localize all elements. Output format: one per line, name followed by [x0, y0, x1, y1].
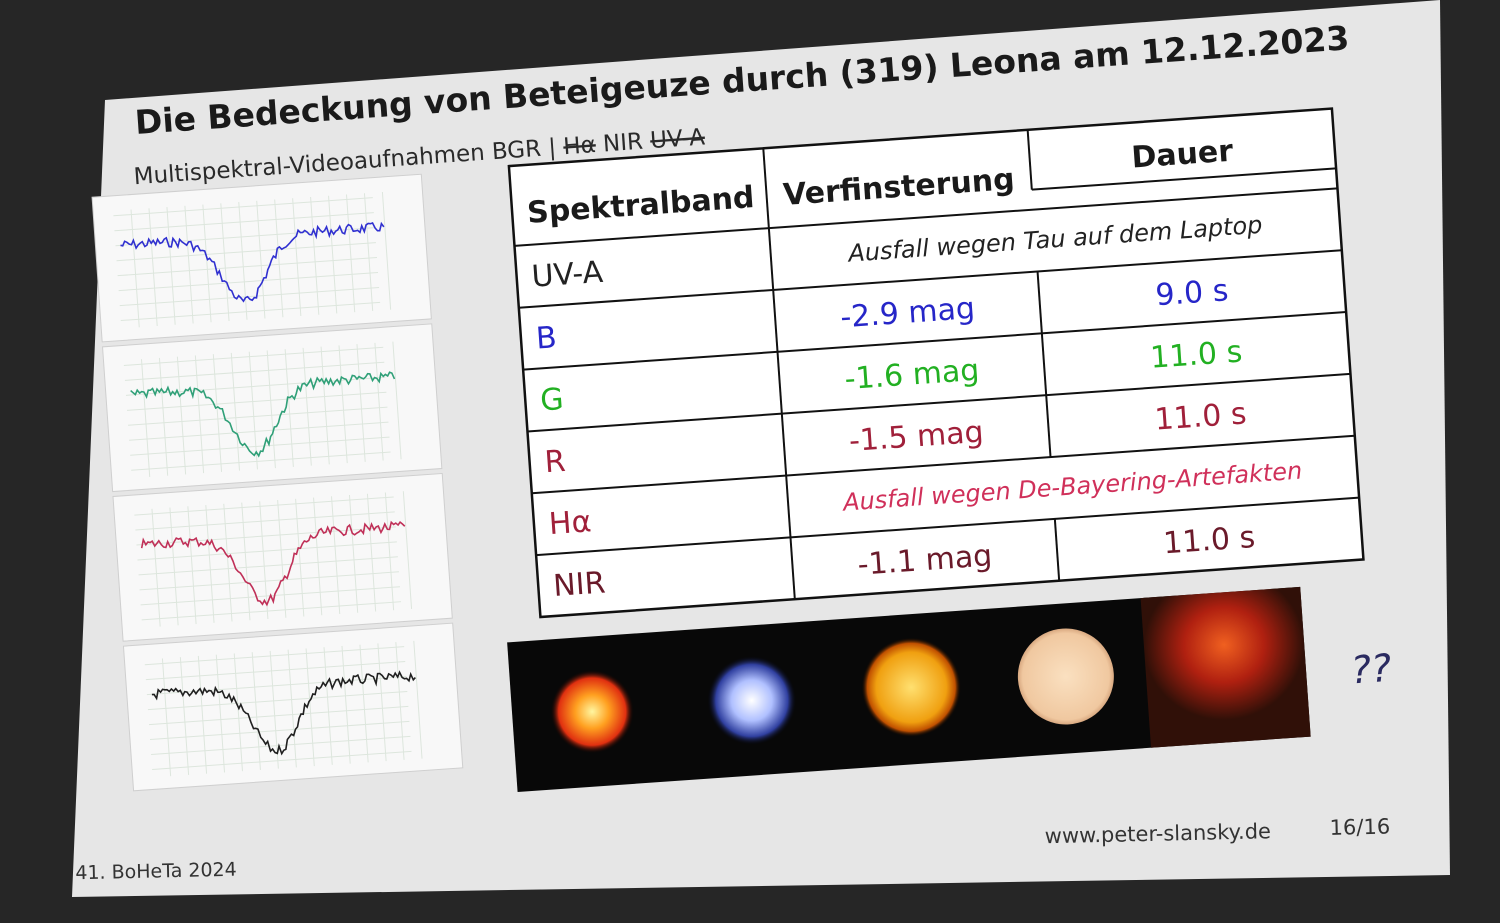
curve-grid	[126, 391, 387, 411]
curve-grid	[413, 640, 423, 759]
curve-grid	[144, 646, 405, 666]
curve-panel	[112, 472, 453, 642]
light-curve	[130, 371, 396, 458]
duration: 11.0 s	[1154, 396, 1248, 437]
star-images	[507, 586, 1311, 793]
results-table: Spektralband VerfinsterungDauerUV-AAusfal…	[507, 107, 1365, 619]
curve-grid	[138, 556, 398, 576]
curve-grid	[130, 436, 390, 456]
subtitle-part: UV-A	[649, 124, 706, 154]
curve-grid	[145, 661, 406, 681]
subtitle-part: Hα	[562, 132, 596, 160]
duration: 11.0 s	[1149, 334, 1243, 375]
curve-grid	[118, 271, 379, 292]
star-image	[550, 669, 635, 754]
table-rule	[518, 249, 1342, 309]
band-label: NIR	[552, 565, 606, 604]
curve-grid	[113, 197, 373, 217]
table-rule	[527, 372, 1351, 433]
light-curve	[151, 670, 416, 756]
table-rule	[1036, 271, 1043, 334]
star-image	[1140, 586, 1311, 748]
band-label: UV-A	[531, 255, 605, 295]
curve-grid	[117, 257, 378, 277]
curve-panel	[122, 622, 464, 792]
curve-grid	[116, 242, 376, 262]
table-rule	[536, 496, 1360, 557]
curve-grid	[392, 341, 402, 460]
band-label: G	[539, 382, 565, 419]
curve-grid	[134, 496, 394, 516]
footer-event: 41. BoHeTa 2024	[75, 859, 237, 885]
curve-grid	[402, 491, 413, 610]
curve-grid	[152, 750, 412, 770]
footer-url: www.peter-slansky.de	[1044, 819, 1271, 848]
band-label: B	[535, 320, 558, 356]
curve-grid	[131, 451, 391, 471]
star-image	[861, 637, 962, 738]
curve-grid	[128, 406, 388, 426]
footer: 41. BoHeTa 2024 www.peter-slansky.de 16/…	[75, 814, 1390, 885]
star-image	[706, 655, 797, 746]
table-frame	[507, 107, 1365, 619]
band-label: R	[543, 444, 566, 480]
band-label: Hα	[548, 504, 593, 542]
curve-grid	[150, 720, 410, 741]
table-rule	[1031, 167, 1337, 191]
curve-grid	[381, 191, 392, 310]
curve-grid	[136, 526, 396, 546]
curve-grid	[151, 735, 411, 755]
curve-grid	[146, 676, 407, 696]
slide-content: Die Bedeckung von Beteigeuze durch (319)…	[91, 18, 1393, 793]
question-marks: ??	[1350, 646, 1393, 693]
curve-grid	[119, 286, 380, 307]
subtitle-part: NIR	[595, 128, 651, 158]
curve-grid	[141, 601, 402, 621]
curve-panel	[91, 173, 432, 343]
table-rule	[1040, 333, 1048, 396]
duration: 9.0 s	[1154, 273, 1229, 313]
footer-page: 16/16	[1329, 814, 1390, 839]
curve-grid	[114, 212, 374, 232]
table-rule	[514, 187, 1338, 247]
light-curves	[91, 173, 464, 792]
curve-grid	[139, 571, 399, 591]
light-curve	[120, 221, 385, 303]
table-rule	[523, 311, 1347, 371]
table-header: Dauer	[1130, 134, 1234, 176]
light-curve	[140, 520, 406, 607]
curve-grid	[129, 421, 389, 441]
curve-grid	[147, 690, 408, 711]
curve-grid	[135, 511, 395, 531]
curve-panel	[101, 323, 443, 493]
table-rule	[531, 434, 1355, 495]
table-rule	[762, 148, 796, 600]
table-rule	[1045, 395, 1052, 458]
curve-grid	[124, 361, 385, 381]
curve-grid	[137, 541, 397, 561]
duration: 11.0 s	[1162, 520, 1256, 561]
star-image	[1017, 628, 1114, 725]
curve-grid	[120, 301, 381, 322]
curve-grid	[148, 705, 409, 726]
curve-grid	[123, 346, 384, 366]
table-rule	[1053, 518, 1061, 581]
table-rule	[1026, 129, 1033, 190]
